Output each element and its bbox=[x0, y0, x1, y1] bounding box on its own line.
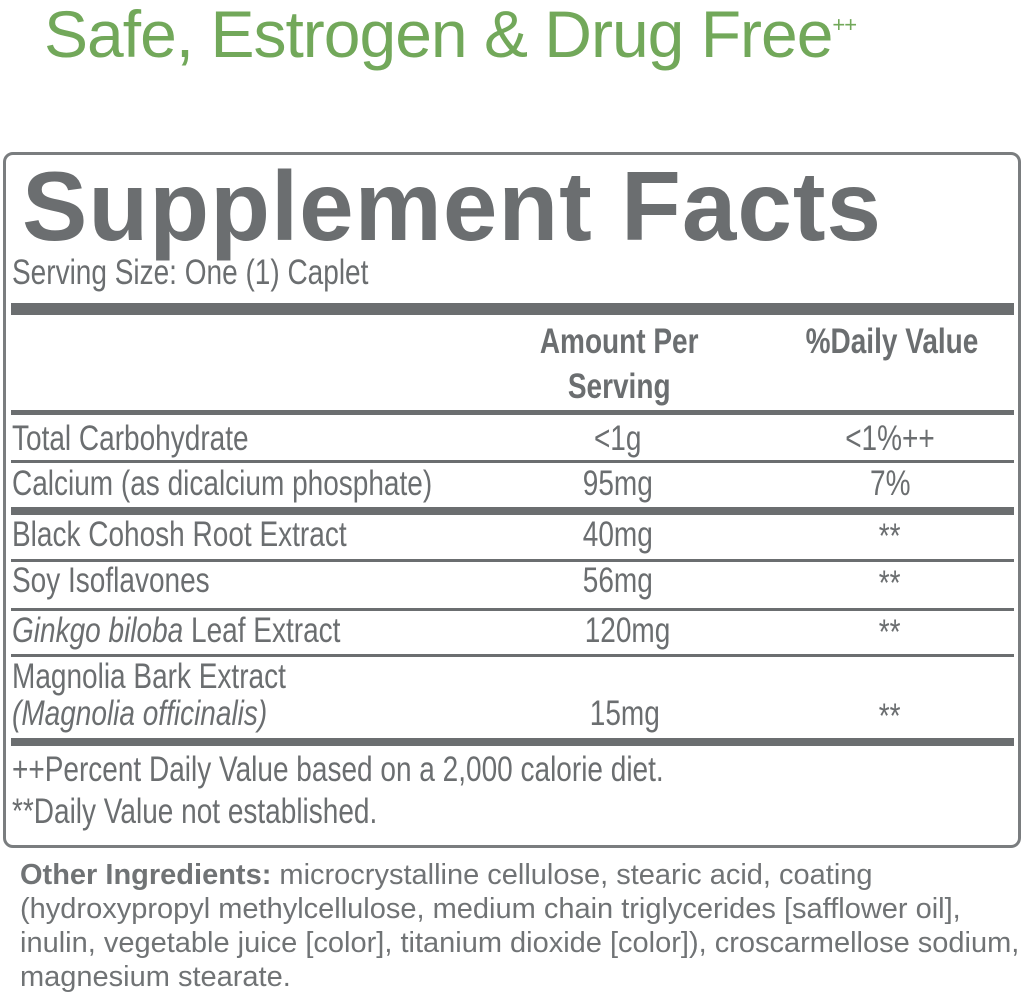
panel-title: Supplement Facts bbox=[22, 151, 883, 261]
other-ingredients: Other Ingredients: microcrystalline cell… bbox=[20, 858, 1020, 994]
divider bbox=[11, 608, 1014, 611]
row-daily-value: ** bbox=[879, 517, 901, 556]
tagline-footnote-mark: ++ bbox=[832, 12, 857, 37]
row-name: Magnolia Bark Extract bbox=[12, 657, 286, 696]
divider bbox=[11, 559, 1014, 562]
other-ingredients-text: microcrystalline cellulose, stearic acid… bbox=[20, 859, 1020, 993]
row-amount: 15mg bbox=[589, 694, 661, 733]
row-name: Soy Isoflavones bbox=[12, 561, 210, 600]
header-daily-value: %Daily Value bbox=[805, 322, 979, 361]
row-name: Ginkgo biloba Leaf Extract bbox=[12, 611, 341, 650]
divider-thick bbox=[11, 738, 1014, 746]
header-amount: Amount Per bbox=[539, 322, 699, 361]
row-amount: <1g bbox=[594, 419, 642, 458]
row-amount: 120mg bbox=[585, 611, 671, 650]
serving-size: Serving Size: One (1) Caplet bbox=[12, 253, 369, 292]
row-name: Total Carbohydrate bbox=[12, 419, 249, 458]
footnote-daily-value: ++Percent Daily Value based on a 2,000 c… bbox=[12, 750, 664, 789]
row-amount: 56mg bbox=[582, 561, 654, 600]
tagline-text: Safe, Estrogen & Drug Free bbox=[44, 0, 833, 71]
row-name: Black Cohosh Root Extract bbox=[12, 515, 347, 554]
divider bbox=[11, 460, 1014, 463]
other-ingredients-label: Other Ingredients: bbox=[20, 859, 272, 891]
divider-thick bbox=[11, 507, 1014, 515]
row-daily-value: ** bbox=[879, 613, 901, 652]
supplement-facts-panel bbox=[3, 152, 1021, 848]
row-daily-value: 7% bbox=[869, 464, 911, 503]
row-daily-value: <1%++ bbox=[845, 419, 935, 458]
header-amount-line2: Serving bbox=[567, 367, 671, 406]
divider bbox=[11, 654, 1014, 657]
row-name-latin: (Magnolia officinalis) bbox=[12, 694, 268, 733]
row-amount: 95mg bbox=[582, 464, 654, 503]
divider-thick bbox=[11, 303, 1014, 315]
row-daily-value: ** bbox=[879, 564, 901, 603]
divider bbox=[11, 410, 1014, 415]
tagline: Safe, Estrogen & Drug Free++ bbox=[44, 0, 857, 72]
row-amount: 40mg bbox=[582, 515, 654, 554]
row-daily-value: ** bbox=[879, 697, 901, 736]
footnote-not-established: **Daily Value not established. bbox=[12, 792, 378, 831]
row-name: Calcium (as dicalcium phosphate) bbox=[12, 464, 433, 503]
